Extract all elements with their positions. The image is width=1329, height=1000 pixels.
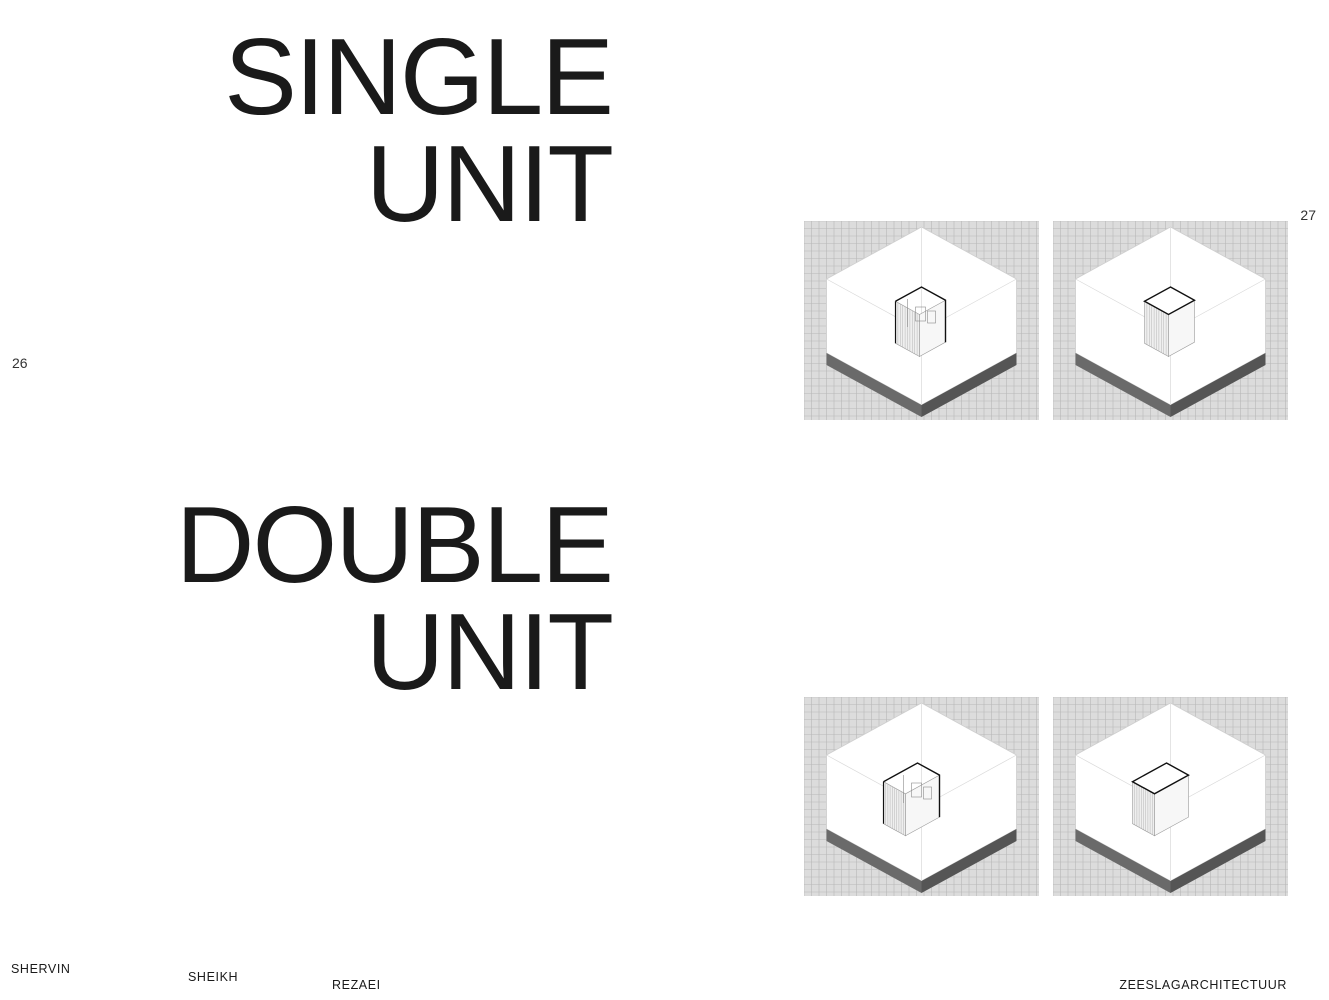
heading-double-line1: DOUBLE: [175, 484, 614, 606]
heading-single-line2: UNIT: [365, 123, 614, 245]
footer-first-name: SHERVIN: [11, 962, 71, 976]
ground-slab-right: [921, 829, 1017, 893]
footer-studio-name: ZEESLAGARCHITECTUUR: [1119, 978, 1287, 992]
interior-furniture: [907, 299, 936, 327]
ground-slab-left: [826, 353, 922, 417]
unit-roof: [1131, 762, 1190, 795]
page-number-right: 27: [1300, 207, 1316, 223]
interior-furniture: [903, 775, 932, 803]
footer-last-name: REZAEI: [332, 978, 381, 992]
ground-slab-right: [921, 353, 1017, 417]
axonometric-double-unit-roof: [1053, 697, 1288, 896]
page-number-left: 26: [12, 355, 28, 371]
housing-unit: [1131, 762, 1190, 837]
ground-slab-left: [1075, 353, 1171, 417]
unit-section-outline: [895, 286, 947, 343]
ground-slab-left: [826, 829, 922, 893]
ground-slab-right: [1170, 829, 1266, 893]
footer-middle-name: SHEIKH: [188, 970, 239, 984]
housing-unit: [882, 762, 941, 837]
heading-double-unit: DOUBLE UNIT: [175, 484, 614, 713]
heading-double-line2: UNIT: [365, 591, 614, 713]
ground-slab-left: [1075, 829, 1171, 893]
heading-single-unit: SINGLE UNIT: [224, 16, 614, 245]
housing-unit: [1143, 286, 1196, 358]
unit-section-outline: [883, 762, 941, 818]
axonometric-single-unit-open: [804, 221, 1039, 420]
axonometric-double-unit-open: [804, 697, 1039, 896]
housing-unit: [894, 286, 947, 358]
ground-slab-right: [1170, 353, 1266, 417]
unit-roof: [1143, 286, 1196, 316]
axonometric-single-unit-roof: [1053, 221, 1288, 420]
heading-single-line1: SINGLE: [224, 16, 614, 138]
